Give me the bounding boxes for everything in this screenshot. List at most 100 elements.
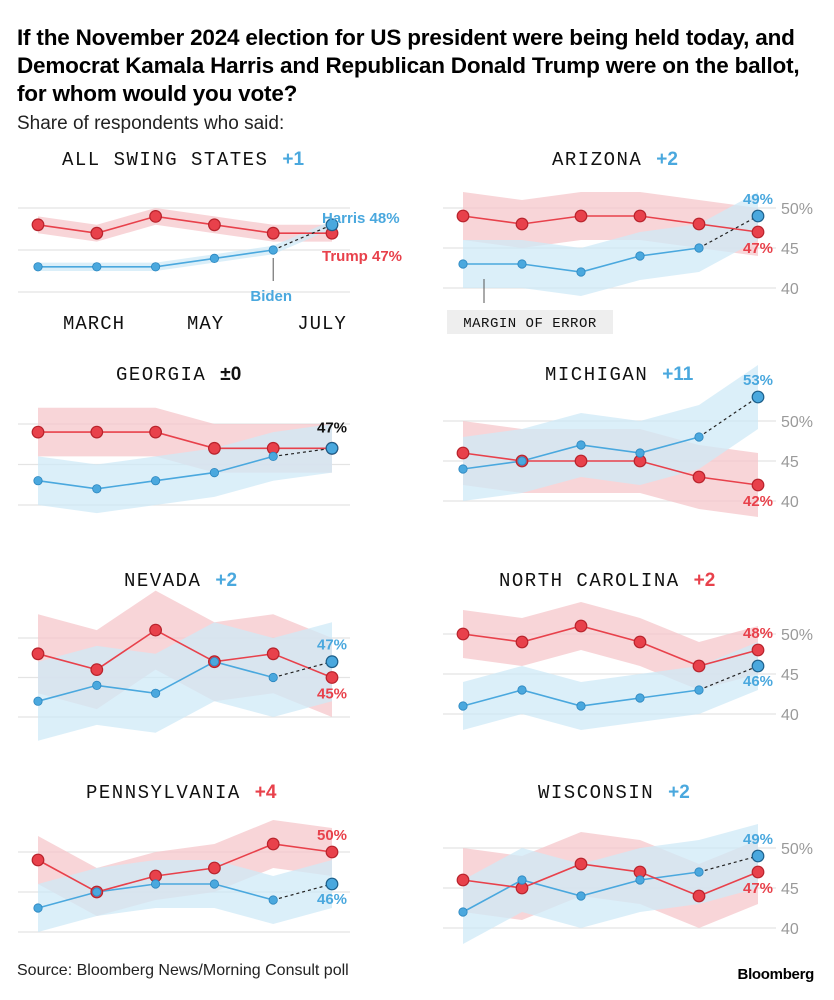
nevada-margin: +2 <box>215 570 237 591</box>
bloomberg-logo: Bloomberg <box>737 966 815 983</box>
wisconsin-margin: +2 <box>668 782 690 803</box>
all-swing-states-harris-point <box>325 218 339 232</box>
north-carolina-trump-line <box>462 625 759 667</box>
north-carolina-y-tick: 45 <box>781 667 799 684</box>
georgia-harris-point <box>325 441 339 455</box>
wisconsin-trump-point <box>456 873 470 887</box>
georgia-trump-point <box>90 425 104 439</box>
north-carolina-harris-value: 46% <box>743 673 773 690</box>
nevada-biden-point <box>92 680 102 691</box>
wisconsin-biden-point <box>458 907 468 917</box>
harris-annotation: Harris 48% <box>322 210 400 227</box>
pennsylvania-biden-point <box>92 887 102 897</box>
arizona-biden-point <box>576 267 586 277</box>
all-swing-states-switch-dashed-line <box>272 224 333 251</box>
source-note: Source: Bloomberg News/Morning Consult p… <box>17 962 349 979</box>
wisconsin-trump-point <box>574 857 588 871</box>
wisconsin-trump-value: 47% <box>743 880 773 897</box>
arizona-trump-value: 47% <box>743 240 773 257</box>
wisconsin-trump-point <box>692 889 706 903</box>
north-carolina-trump-point <box>751 643 765 657</box>
all-swing-states-trump-point <box>207 218 221 232</box>
arizona-y-tick: 45 <box>781 241 799 258</box>
pennsylvania-trump-point <box>207 861 221 875</box>
pennsylvania-biden-point <box>268 895 278 905</box>
nevada-biden-point <box>268 672 278 683</box>
nevada-trump-line <box>37 629 333 679</box>
biden-annotation: Biden <box>250 288 292 305</box>
pennsylvania-trump-line <box>37 843 333 893</box>
arizona-trump-point <box>456 209 470 223</box>
pennsylvania-panel-title: PENNSYLVANIA <box>86 782 241 804</box>
x-tick-label: MARCH <box>63 313 125 335</box>
wisconsin-biden-point <box>576 891 586 901</box>
wisconsin-biden-point <box>694 867 704 877</box>
arizona-trump-point <box>515 217 529 231</box>
georgia-tie-value: 47% <box>317 419 347 436</box>
pennsylvania-trump-point <box>31 853 45 867</box>
arizona-switch-dashed-line <box>698 215 759 249</box>
arizona-y-tick: 50% <box>781 201 813 218</box>
michigan-y-tick: 45 <box>781 454 799 471</box>
pennsylvania-switch-dashed-line <box>273 883 333 901</box>
georgia-harris-band <box>38 424 332 514</box>
north-carolina-trump-point <box>633 635 647 649</box>
georgia-biden-point <box>151 476 161 486</box>
arizona-harris-band <box>463 192 758 296</box>
wisconsin-harris-point <box>751 849 765 863</box>
arizona-biden-point <box>517 259 527 269</box>
georgia-panel-title: GEORGIA <box>116 364 206 386</box>
all-swing-states-biden-point <box>92 262 102 272</box>
chart-title: If the November 2024 election for US pre… <box>17 25 800 106</box>
michigan-biden-point <box>517 456 527 466</box>
pennsylvania-trump-value: 50% <box>317 827 347 844</box>
all-swing-states-biden-point <box>268 245 278 255</box>
michigan-y-tick: 40 <box>781 494 799 511</box>
north-carolina-y-tick: 50% <box>781 627 813 644</box>
pennsylvania-harris-band <box>38 860 332 932</box>
chart-subtitle: Share of respondents who said: <box>17 113 285 134</box>
pennsylvania-trump-point <box>325 845 339 859</box>
margin-of-error-tag <box>447 310 613 334</box>
michigan-trump-point <box>456 446 470 460</box>
wisconsin-harris-band <box>463 824 758 944</box>
georgia-biden-point <box>92 484 102 494</box>
michigan-y-tick: 50% <box>781 414 813 431</box>
pennsylvania-biden-point <box>151 879 161 889</box>
north-carolina-biden-point <box>694 685 704 695</box>
all-swing-states-trump-point <box>149 209 163 223</box>
pennsylvania-trump-point <box>266 837 280 851</box>
wisconsin-y-tick: 50% <box>781 841 813 858</box>
all-swing-states-trump-point <box>266 226 280 240</box>
all-swing-states-panel-title: ALL SWING STATES <box>62 149 268 171</box>
michigan-biden-point <box>576 440 586 450</box>
nevada-panel-title: NEVADA <box>124 570 201 592</box>
pennsylvania-harris-value: 46% <box>317 891 347 908</box>
michigan-harris-value: 53% <box>743 372 773 389</box>
nevada-harris-value: 47% <box>317 637 347 654</box>
all-swing-states-trump-point <box>90 226 104 240</box>
all-swing-states-trump-line <box>37 215 332 235</box>
michigan-trump-value: 42% <box>743 493 773 510</box>
wisconsin-panel-title: WISCONSIN <box>538 782 654 804</box>
nevada-trump-point <box>149 623 163 637</box>
x-tick-label: MAY <box>187 313 224 335</box>
georgia-trump-point <box>149 425 163 439</box>
michigan-harris-band <box>463 365 758 501</box>
wisconsin-trump-line <box>462 863 759 897</box>
georgia-margin: ±0 <box>220 364 241 385</box>
north-carolina-panel-title: NORTH CAROLINA <box>499 570 680 592</box>
all-swing-states-biden-point <box>151 262 161 272</box>
nevada-trump-point <box>266 647 280 661</box>
north-carolina-trump-value: 48% <box>743 625 773 642</box>
wisconsin-switch-dashed-line <box>698 855 759 873</box>
all-swing-states-margin: +1 <box>282 149 304 170</box>
wisconsin-trump-point <box>751 865 765 879</box>
north-carolina-margin: +2 <box>694 570 716 591</box>
all-swing-states-trump-point <box>31 218 45 232</box>
margin-of-error-label: MARGIN OF ERROR <box>463 316 597 332</box>
pennsylvania-biden-point <box>33 903 43 913</box>
north-carolina-y-tick: 40 <box>781 707 799 724</box>
wisconsin-y-tick: 40 <box>781 921 799 938</box>
